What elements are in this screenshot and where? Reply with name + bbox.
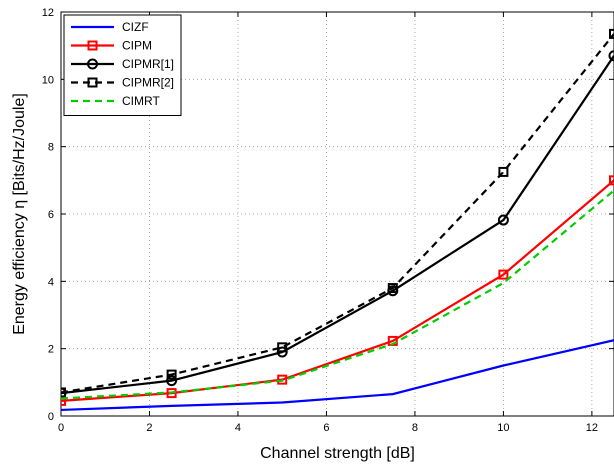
series-line-4 [61,189,614,400]
legend-marker-2 [87,58,98,70]
series-0 [61,339,614,412]
series-1-point-4 [498,269,509,280]
y-tick-label-6: 12 [42,7,54,19]
series-2-point-5 [608,50,614,62]
series-line-2 [61,55,614,395]
y-tick-label-0: 0 [48,411,54,423]
y-axis-ticks: 0 2 4 6 8 10 12 [42,7,614,423]
y-axis-label: Energy efficiency η [Bits/Hz/Joule] [11,93,28,335]
series-3-point-0 [61,387,66,398]
series-1-point-2 [277,374,288,385]
series-line-0 [61,339,614,412]
series-2 [61,50,614,399]
y-tick-label-1: 2 [48,344,54,356]
series-line-3 [61,33,614,394]
legend-label-0: CIZF [122,20,149,34]
series-line-1 [61,179,614,402]
y-tick-label-4: 8 [48,142,54,154]
legend-marker-1 [87,40,98,51]
legend-label-1: CIPM [122,39,152,53]
x-tick-label-3: 6 [323,422,329,434]
series-1-point-0 [61,395,66,406]
series-2-point-4 [497,214,509,226]
x-tick-label-4: 8 [412,422,418,434]
legend-label-4: CIMRT [122,94,160,108]
series-3 [61,28,614,398]
series-1-point-5 [609,175,614,186]
series-3-point-5 [609,28,614,39]
x-axis-label: Channel strength [dB] [260,445,415,462]
x-axis-ticks: 0 2 4 6 8 10 12 [58,12,598,434]
series-group [61,28,614,412]
x-tick-label-0: 0 [58,422,64,434]
x-tick-label-5: 10 [497,422,509,434]
legend-label-3: CIPMR[2] [122,76,174,90]
legend-box [63,14,182,116]
series-1 [61,175,614,406]
y-tick-label-5: 10 [42,74,54,86]
legend-marker-3 [87,77,98,88]
y-tick-label-2: 4 [48,276,54,288]
series-3-point-2 [277,342,288,353]
x-tick-label-1: 2 [146,422,152,434]
series-4 [61,189,614,400]
x-tick-label-2: 4 [235,422,241,434]
legend: CIZF CIPM CIPMR[1] CIPMR[2] CIMRT [63,14,182,116]
legend-label-2: CIPMR[1] [122,57,174,71]
series-3-point-1 [166,369,177,380]
x-tick-label-6: 12 [586,422,598,434]
series-3-point-3 [387,283,398,294]
series-3-point-4 [498,166,509,177]
y-tick-label-3: 6 [48,209,54,221]
series-2-point-1 [166,375,178,387]
